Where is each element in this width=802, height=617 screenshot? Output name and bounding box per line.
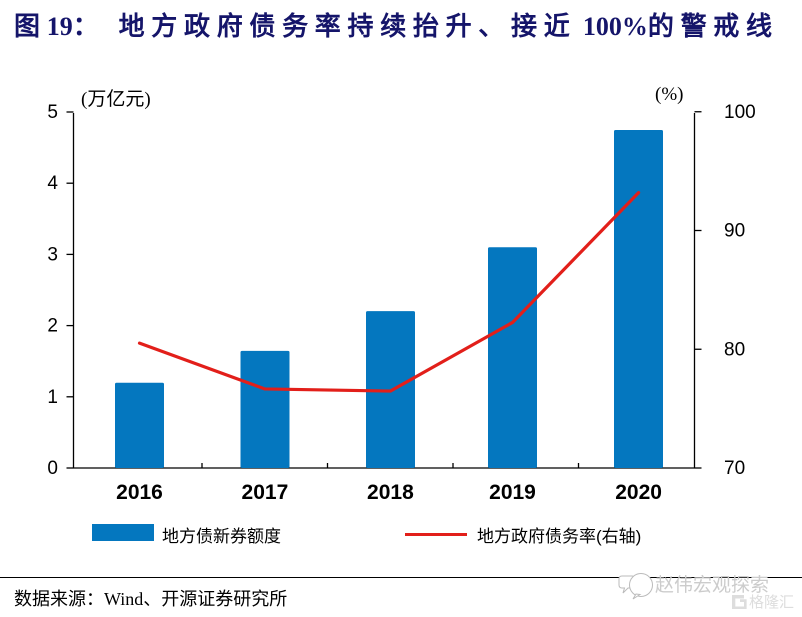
svg-text:70: 70 [724, 458, 745, 479]
svg-text:赵伟宏观探索: 赵伟宏观探索 [655, 574, 769, 596]
svg-text:格隆汇: 格隆汇 [749, 594, 794, 610]
svg-text:2019: 2019 [489, 481, 536, 504]
svg-text:80: 80 [724, 339, 745, 360]
svg-text:2: 2 [47, 316, 58, 337]
svg-text:2018: 2018 [367, 481, 414, 504]
svg-text:2020: 2020 [615, 481, 662, 504]
svg-text:1: 1 [47, 387, 58, 408]
svg-text:100: 100 [724, 102, 756, 123]
svg-text:0: 0 [47, 458, 58, 479]
svg-text:2017: 2017 [242, 481, 289, 504]
svg-text:2016: 2016 [116, 481, 163, 504]
svg-text:3: 3 [47, 244, 58, 265]
svg-text:5: 5 [47, 102, 58, 123]
svg-text:90: 90 [724, 221, 745, 242]
svg-text:4: 4 [47, 173, 58, 194]
